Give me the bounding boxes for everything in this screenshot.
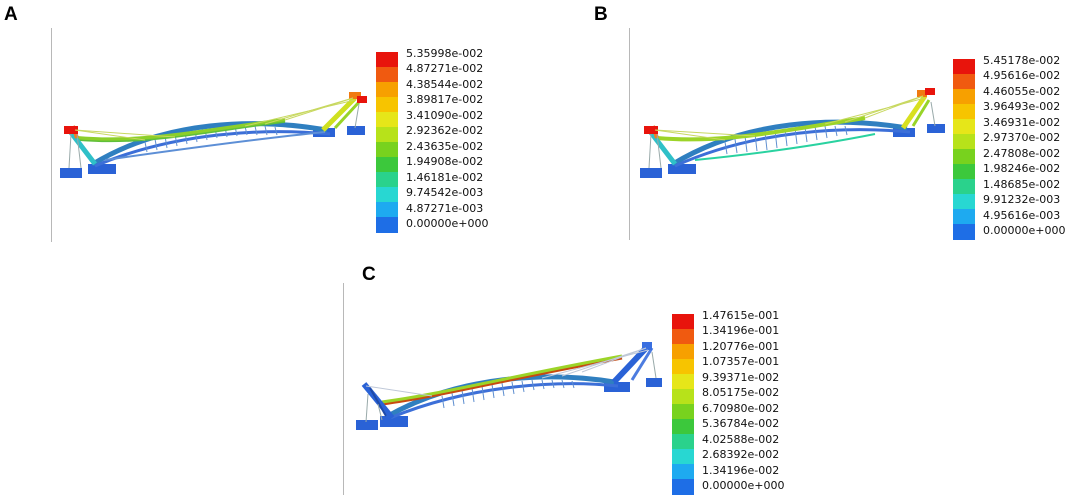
legend-c-swatch-5 bbox=[672, 374, 694, 390]
legend-b-label: 1.98246e-002 bbox=[983, 162, 1061, 175]
legend-b-label: 5.45178e-002 bbox=[983, 54, 1061, 67]
legend-c-swatch-2 bbox=[672, 329, 694, 345]
legend-c-swatch-4 bbox=[672, 359, 694, 375]
legend-a-swatch-1 bbox=[376, 52, 398, 68]
legend-c-swatch-8 bbox=[672, 419, 694, 435]
panel-label-c: C bbox=[362, 264, 376, 285]
legend-a-swatch-4 bbox=[376, 97, 398, 113]
legend-a-swatch-9 bbox=[376, 172, 398, 188]
panel-b-color-legend: 5.45178e-002 4.95616e-002 4.46055e-002 3… bbox=[953, 54, 1065, 240]
legend-c-swatch-3 bbox=[672, 344, 694, 360]
legend-c-label: 2.68392e-002 bbox=[702, 448, 780, 461]
legend-a-swatch-8 bbox=[376, 157, 398, 173]
legend-a-label: 4.87271e-002 bbox=[406, 62, 484, 75]
legend-a-label: 4.87271e-003 bbox=[406, 202, 484, 215]
legend-c-label: 1.47615e-001 bbox=[702, 309, 780, 322]
legend-a-swatch-2 bbox=[376, 67, 398, 83]
legend-b-swatch-4 bbox=[953, 104, 975, 120]
legend-b-swatch-6 bbox=[953, 134, 975, 150]
legend-a-label: 9.74542e-003 bbox=[406, 186, 484, 199]
pier-left-outer bbox=[60, 168, 82, 178]
legend-c-swatch-1 bbox=[672, 314, 694, 330]
legend-a-label: 3.41090e-002 bbox=[406, 109, 484, 122]
legend-a-swatch-5 bbox=[376, 112, 398, 128]
legend-a-label: 0.00000e+000 bbox=[406, 217, 489, 230]
panel-c-bridge-model bbox=[356, 342, 662, 430]
legend-c-swatch-9 bbox=[672, 434, 694, 450]
legend-a-swatch-12 bbox=[376, 217, 398, 233]
panel-a-divider bbox=[51, 28, 52, 242]
legend-c-label: 1.34196e-002 bbox=[702, 464, 780, 477]
legend-a-swatch-6 bbox=[376, 127, 398, 143]
legend-c-label: 9.39371e-002 bbox=[702, 371, 780, 384]
legend-c-label: 1.20776e-001 bbox=[702, 340, 780, 353]
legend-a-swatch-10 bbox=[376, 187, 398, 203]
legend-b-label: 1.48685e-002 bbox=[983, 178, 1061, 191]
panel-b-bridge-model bbox=[640, 88, 945, 178]
panel-a-color-legend: 5.35998e-002 4.87271e-002 4.38544e-002 3… bbox=[376, 47, 496, 233]
legend-a-label: 2.43635e-002 bbox=[406, 140, 484, 153]
legend-b-swatch-10 bbox=[953, 194, 975, 210]
legend-c-label: 4.02588e-002 bbox=[702, 433, 780, 446]
legend-b-label: 0.00000e+000 bbox=[983, 224, 1065, 237]
legend-b-swatch-11 bbox=[953, 209, 975, 225]
panel-a-bridge-model bbox=[60, 92, 367, 178]
legend-b-label: 2.47808e-002 bbox=[983, 147, 1061, 160]
pier-left-inner bbox=[88, 164, 116, 174]
legend-a-label: 1.46181e-002 bbox=[406, 171, 484, 184]
legend-b-swatch-3 bbox=[953, 89, 975, 105]
legend-a-label: 1.94908e-002 bbox=[406, 155, 484, 168]
legend-a-label: 2.92362e-002 bbox=[406, 124, 484, 137]
legend-b-label: 9.91232e-003 bbox=[983, 193, 1061, 206]
legend-a-label: 5.35998e-002 bbox=[406, 47, 484, 60]
legend-c-swatch-7 bbox=[672, 404, 694, 420]
legend-b-swatch-7 bbox=[953, 149, 975, 165]
legend-a-label: 4.38544e-002 bbox=[406, 78, 484, 91]
legend-b-swatch-9 bbox=[953, 179, 975, 195]
legend-c-swatch-6 bbox=[672, 389, 694, 405]
pier-right-outer bbox=[347, 126, 365, 135]
legend-a-label: 3.89817e-002 bbox=[406, 93, 484, 106]
legend-c-label: 6.70980e-002 bbox=[702, 402, 780, 415]
legend-b-swatch-1 bbox=[953, 59, 975, 75]
legend-c-label: 1.34196e-001 bbox=[702, 324, 780, 337]
legend-c-swatch-11 bbox=[672, 464, 694, 480]
panel-c-divider bbox=[343, 283, 344, 495]
panel-c-color-legend: 1.47615e-001 1.34196e-001 1.20776e-001 1… bbox=[672, 309, 792, 495]
panel-b-divider bbox=[629, 28, 630, 240]
legend-c-swatch-12 bbox=[672, 479, 694, 495]
legend-b-label: 3.96493e-002 bbox=[983, 100, 1061, 113]
legend-b-label: 3.46931e-002 bbox=[983, 116, 1061, 129]
legend-c-label: 1.07357e-001 bbox=[702, 355, 780, 368]
legend-b-swatch-2 bbox=[953, 74, 975, 90]
legend-b-label: 4.95616e-003 bbox=[983, 209, 1061, 222]
panel-label-a: A bbox=[4, 4, 18, 25]
legend-a-swatch-3 bbox=[376, 82, 398, 98]
legend-c-label: 0.00000e+000 bbox=[702, 479, 785, 492]
legend-c-swatch-10 bbox=[672, 449, 694, 465]
legend-c-label: 5.36784e-002 bbox=[702, 417, 780, 430]
legend-b-swatch-5 bbox=[953, 119, 975, 135]
legend-b-swatch-12 bbox=[953, 224, 975, 240]
legend-b-label: 2.97370e-002 bbox=[983, 131, 1061, 144]
panel-label-b: B bbox=[594, 4, 608, 25]
legend-c-label: 8.05175e-002 bbox=[702, 386, 780, 399]
legend-b-swatch-8 bbox=[953, 164, 975, 180]
legend-b-label: 4.95616e-002 bbox=[983, 69, 1061, 82]
legend-b-label: 4.46055e-002 bbox=[983, 85, 1061, 98]
legend-a-swatch-11 bbox=[376, 202, 398, 218]
legend-a-swatch-7 bbox=[376, 142, 398, 158]
